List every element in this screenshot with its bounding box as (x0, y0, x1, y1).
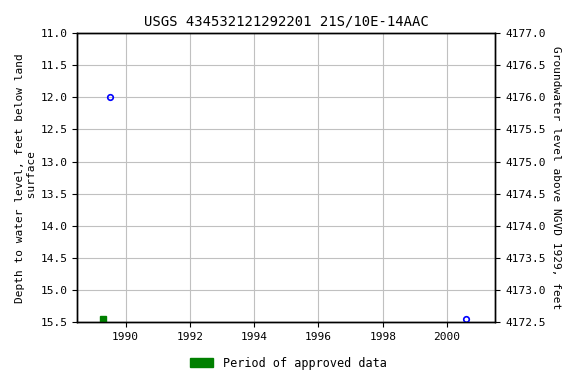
Y-axis label: Depth to water level, feet below land
 surface: Depth to water level, feet below land su… (15, 53, 37, 303)
Legend: Period of approved data: Period of approved data (185, 352, 391, 374)
Y-axis label: Groundwater level above NGVD 1929, feet: Groundwater level above NGVD 1929, feet (551, 46, 561, 309)
Title: USGS 434532121292201 21S/10E-14AAC: USGS 434532121292201 21S/10E-14AAC (144, 15, 429, 29)
